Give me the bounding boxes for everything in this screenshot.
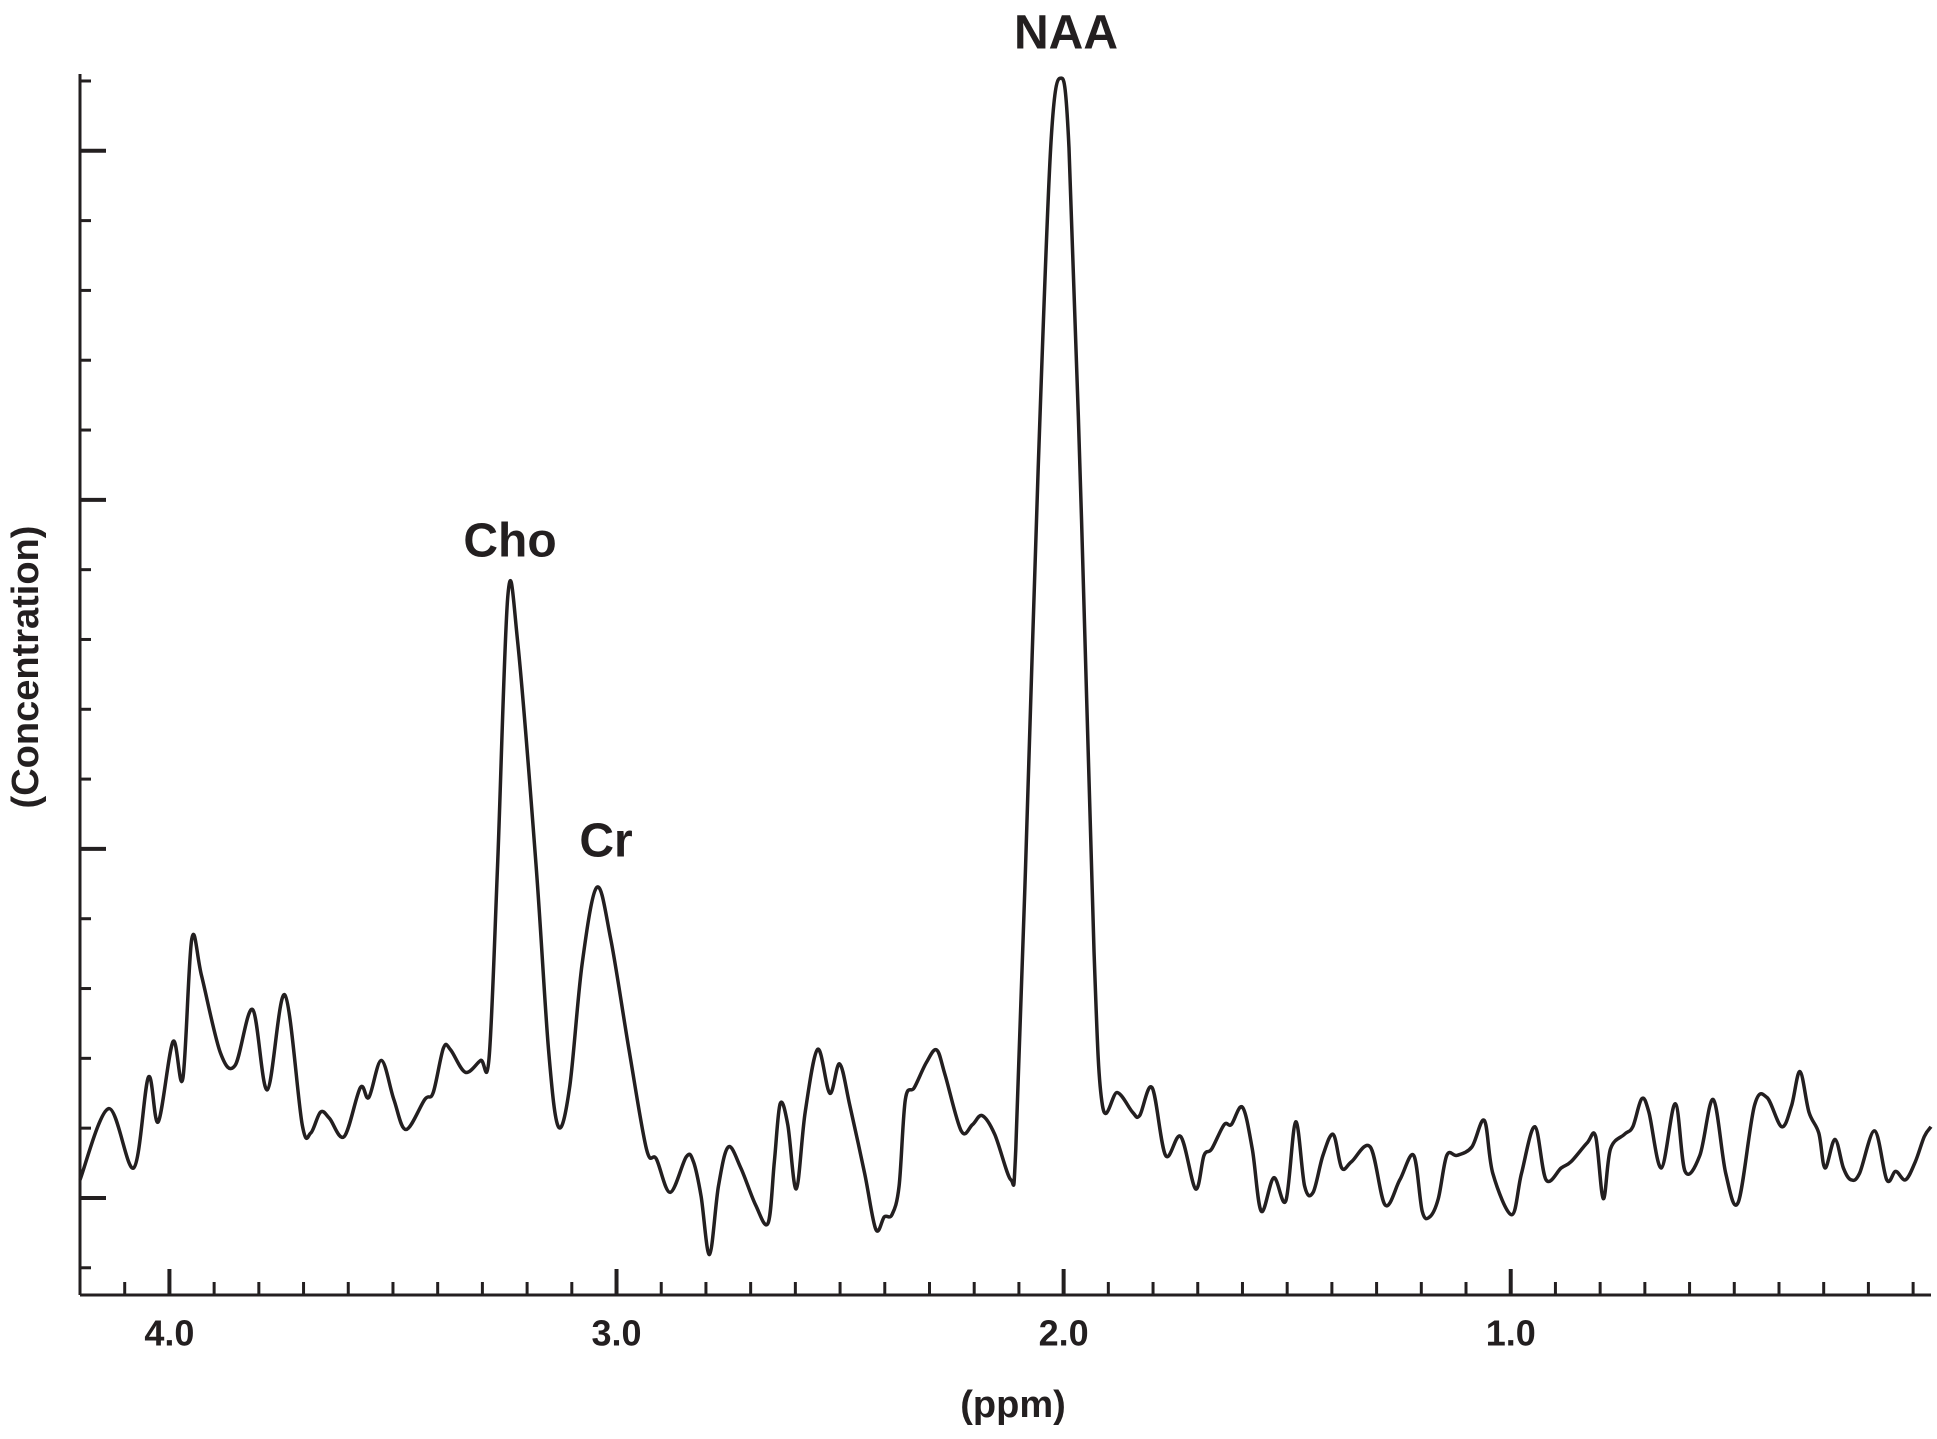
x-tick-label: 2.0: [1039, 1313, 1089, 1354]
x-tick-label: 3.0: [591, 1313, 641, 1354]
x-axis-label: (ppm): [960, 1384, 1066, 1426]
x-tick-label: 4.0: [144, 1313, 194, 1354]
peak-label: Cho: [463, 515, 556, 568]
y-axis-label: (Concentration): [5, 526, 47, 809]
spectrum-line: [78, 76, 1933, 1257]
x-tick-label: 1.0: [1486, 1313, 1536, 1354]
peak-label: NAA: [1014, 7, 1118, 60]
peak-label: Cr: [579, 815, 632, 868]
